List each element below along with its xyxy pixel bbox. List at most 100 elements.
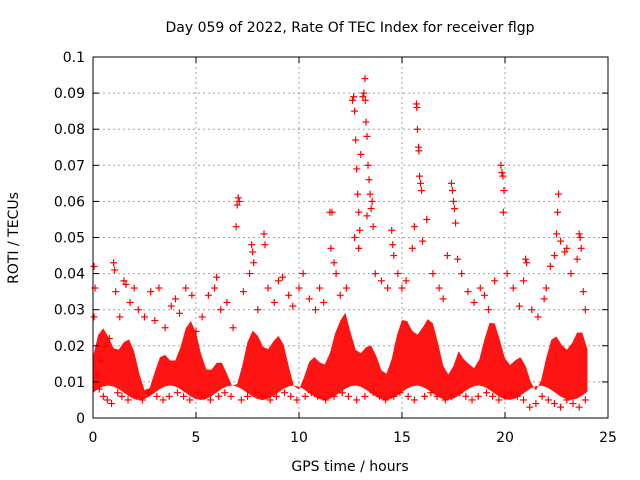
data-point <box>520 396 528 404</box>
data-point <box>316 284 324 292</box>
data-point <box>108 400 116 408</box>
data-point <box>569 400 577 408</box>
data-point <box>270 298 278 306</box>
data-point <box>353 165 361 173</box>
data-point <box>289 302 297 310</box>
data-point <box>410 223 418 231</box>
data-point <box>261 241 269 249</box>
data-point <box>206 396 214 404</box>
data-point <box>470 298 478 306</box>
data-point <box>361 392 369 400</box>
data-point <box>375 392 383 400</box>
data-point <box>110 259 118 267</box>
data-point <box>232 223 240 231</box>
y-tick-label: 0 <box>76 411 85 427</box>
data-point <box>495 396 503 404</box>
data-point <box>244 392 251 400</box>
data-point <box>363 212 371 220</box>
data-point <box>350 93 358 101</box>
data-point <box>367 205 375 213</box>
data-point <box>249 248 257 256</box>
data-point <box>507 389 515 397</box>
data-point <box>417 179 425 187</box>
data-point <box>416 172 424 180</box>
y-tick-label: 0.02 <box>54 339 85 355</box>
data-point <box>274 277 282 285</box>
y-tick-label: 0.05 <box>54 231 85 247</box>
data-point <box>161 324 169 332</box>
x-tick-label: 25 <box>599 430 617 446</box>
data-point <box>101 342 109 350</box>
data-point <box>544 396 552 404</box>
data-point <box>454 255 462 263</box>
data-point <box>153 392 161 400</box>
data-point <box>307 389 315 397</box>
data-point <box>111 266 119 274</box>
data-point <box>295 284 303 292</box>
data-point <box>468 396 476 404</box>
data-point <box>498 169 506 177</box>
data-point <box>192 327 200 335</box>
data-point <box>352 136 360 144</box>
data-point <box>450 197 457 205</box>
data-point <box>452 219 460 227</box>
data-point <box>433 392 441 400</box>
data-point <box>122 280 130 288</box>
data-point <box>112 288 120 296</box>
data-point <box>180 392 188 400</box>
data-point <box>439 295 447 303</box>
data-point <box>182 284 190 292</box>
y-tick-label: 0.06 <box>54 194 85 210</box>
data-point <box>320 298 328 306</box>
data-point <box>311 306 319 314</box>
data-point <box>354 190 362 198</box>
data-point <box>248 241 256 249</box>
data-point <box>211 284 219 292</box>
data-point <box>351 234 359 241</box>
data-point <box>349 96 357 104</box>
data-point <box>252 389 260 397</box>
data-point <box>155 284 163 292</box>
data-point <box>377 277 385 285</box>
data-point <box>550 400 558 408</box>
data-point <box>357 150 365 158</box>
data-point <box>557 403 565 411</box>
data-point <box>366 190 374 198</box>
data-point <box>130 284 138 292</box>
data-point <box>396 389 404 397</box>
data-point <box>365 176 373 184</box>
data-point <box>398 284 406 292</box>
data-point <box>171 295 179 303</box>
data-point <box>447 392 455 400</box>
data-point <box>336 291 344 299</box>
y-tick-label: 0.04 <box>54 267 85 283</box>
data-point <box>503 270 511 278</box>
y-tick-label: 0.03 <box>54 303 85 319</box>
data-point <box>351 107 359 115</box>
data-point <box>429 270 437 278</box>
data-point <box>229 324 237 332</box>
data-point <box>390 392 398 400</box>
data-point <box>330 259 338 267</box>
data-point <box>581 396 589 404</box>
data-point <box>554 208 562 216</box>
data-point <box>384 284 392 292</box>
data-point <box>301 392 309 400</box>
data-point <box>322 396 330 404</box>
y-tick-label: 0.01 <box>54 375 85 391</box>
data-point <box>523 259 531 267</box>
data-point <box>464 288 472 296</box>
data-point <box>404 392 412 400</box>
data-point <box>132 392 140 400</box>
data-point <box>415 147 423 155</box>
data-point <box>103 396 111 404</box>
y-tick-label: 0.08 <box>54 122 85 138</box>
data-point <box>557 237 565 245</box>
data-point <box>462 392 470 400</box>
data-point <box>93 371 101 379</box>
data-point <box>124 396 132 404</box>
data-point <box>485 306 493 314</box>
data-point <box>327 244 335 252</box>
data-point <box>575 230 583 238</box>
data-point <box>534 313 542 321</box>
